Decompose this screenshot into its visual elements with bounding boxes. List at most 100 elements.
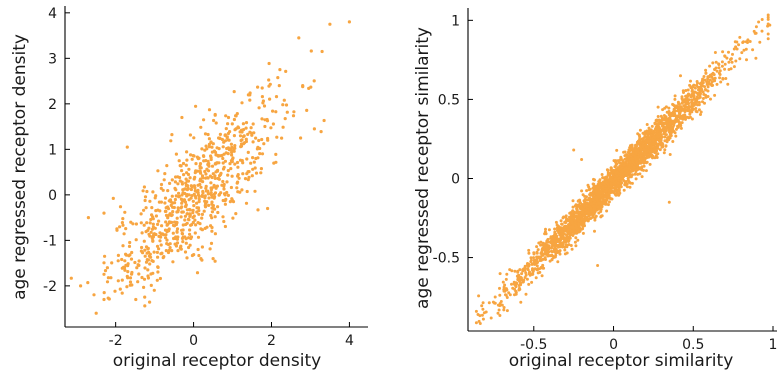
data-point xyxy=(645,153,649,157)
data-point xyxy=(629,148,633,152)
data-point xyxy=(561,237,565,240)
similarity-x-axis-title: original receptor similarity xyxy=(509,351,734,371)
data-point xyxy=(527,248,531,252)
data-point xyxy=(640,151,644,155)
data-point xyxy=(679,124,683,128)
data-point xyxy=(589,207,593,211)
data-point xyxy=(570,247,574,251)
data-point xyxy=(203,194,207,198)
data-point xyxy=(257,106,261,110)
data-point xyxy=(720,64,724,68)
data-point xyxy=(714,60,718,64)
data-point xyxy=(188,214,192,218)
data-point xyxy=(312,127,316,131)
data-point xyxy=(235,186,239,190)
data-point xyxy=(734,59,738,63)
data-point xyxy=(698,95,702,99)
data-point xyxy=(214,170,218,174)
data-point xyxy=(665,127,668,131)
data-point xyxy=(644,169,648,173)
data-point xyxy=(202,209,206,213)
data-point xyxy=(604,180,608,184)
data-point xyxy=(695,80,699,83)
data-point xyxy=(205,200,209,204)
data-point xyxy=(266,136,270,141)
data-point xyxy=(661,108,665,112)
data-point xyxy=(209,181,213,185)
data-point xyxy=(656,105,660,109)
data-point xyxy=(173,220,177,224)
data-point xyxy=(505,272,509,276)
data-point xyxy=(576,199,580,203)
data-point xyxy=(120,221,124,225)
data-point xyxy=(213,112,217,117)
data-point xyxy=(619,182,623,185)
data-point xyxy=(594,214,598,218)
data-point xyxy=(532,258,536,262)
data-point xyxy=(189,153,193,157)
data-point xyxy=(658,139,662,143)
data-point xyxy=(193,218,197,222)
data-point xyxy=(556,249,559,253)
data-point xyxy=(709,97,712,101)
data-point xyxy=(221,156,225,161)
data-point xyxy=(702,92,706,96)
data-point xyxy=(149,230,153,234)
data-point xyxy=(574,236,578,240)
data-point xyxy=(266,206,270,211)
data-point xyxy=(297,36,301,40)
data-point xyxy=(210,210,214,214)
data-point xyxy=(637,150,641,154)
data-point xyxy=(274,160,278,164)
data-point xyxy=(487,301,491,305)
data-point xyxy=(683,110,687,114)
data-point xyxy=(223,159,227,163)
data-point xyxy=(86,281,90,285)
data-point xyxy=(228,162,232,166)
data-point xyxy=(498,293,502,297)
data-point xyxy=(269,126,273,130)
data-point xyxy=(692,101,696,105)
data-point xyxy=(208,192,213,196)
data-point xyxy=(516,270,520,274)
data-point xyxy=(645,160,649,164)
data-point xyxy=(539,240,543,244)
data-point xyxy=(586,201,589,205)
data-point xyxy=(711,77,715,81)
data-point xyxy=(198,169,202,173)
data-point xyxy=(203,203,207,208)
x-tick-label: -2 xyxy=(109,333,123,349)
data-point xyxy=(699,110,703,114)
data-point xyxy=(148,234,152,238)
data-point xyxy=(564,214,568,218)
data-point xyxy=(226,122,230,126)
data-point xyxy=(571,199,575,203)
data-point xyxy=(159,186,163,190)
data-point xyxy=(480,313,484,317)
data-point xyxy=(719,80,723,84)
data-point xyxy=(703,101,706,105)
data-point xyxy=(196,169,200,173)
data-point xyxy=(614,186,618,189)
data-point xyxy=(604,175,608,179)
data-point xyxy=(260,152,265,156)
data-point xyxy=(309,49,313,53)
data-point xyxy=(185,188,189,192)
data-point xyxy=(524,273,528,277)
data-point xyxy=(547,228,551,232)
data-point xyxy=(274,95,279,99)
data-point xyxy=(225,180,229,184)
data-point xyxy=(185,193,189,197)
data-point xyxy=(579,204,583,208)
data-point xyxy=(144,230,148,234)
data-point xyxy=(194,223,198,227)
data-point xyxy=(698,92,702,96)
data-point xyxy=(128,280,133,284)
data-point xyxy=(175,210,179,214)
data-point xyxy=(238,134,243,138)
data-point xyxy=(193,186,197,190)
data-point xyxy=(606,183,610,187)
data-point xyxy=(249,161,253,165)
data-point xyxy=(630,169,634,173)
data-point xyxy=(243,177,248,181)
